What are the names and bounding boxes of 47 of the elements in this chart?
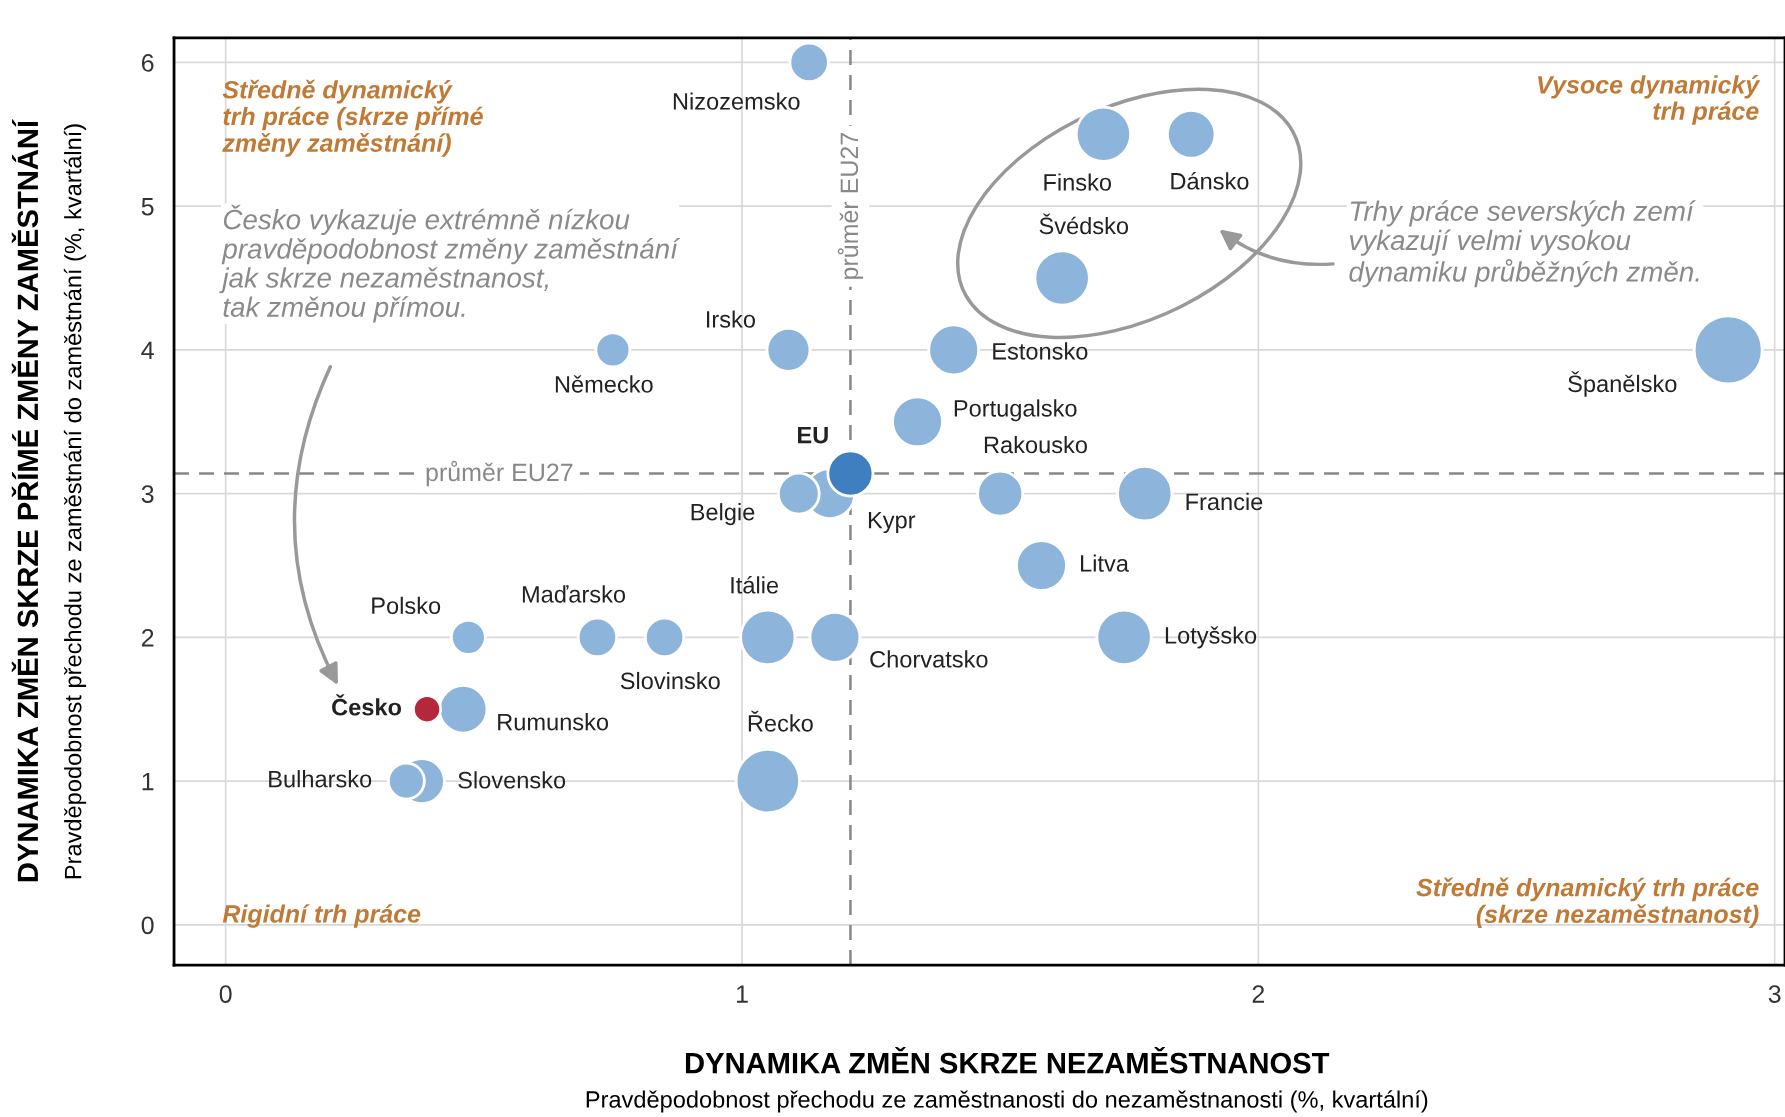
annotation: Trhy práce severských zemí vykazují velmi vysokou dynamiku průběžných změn. xyxy=(1349,200,1699,288)
y-axis-title: DYNAMIKA ZMĚN SKRZE PŘÍMÉ ZMĚNY ZAMĚSTNÁNÍ Pravděpodobnost přechodu ze zaměstnání do zaměstnání (%, kvartální) xyxy=(11,119,87,882)
y-tick-label: 3 xyxy=(141,485,154,503)
series-label: Maďarsko xyxy=(522,585,626,603)
series-label: Chorvatsko xyxy=(870,650,988,668)
series-label: Dánsko xyxy=(1171,171,1249,190)
y-tick-label: 6 xyxy=(141,54,154,72)
series-label: Bulharsko xyxy=(269,770,372,788)
series-label: Estonsko xyxy=(993,342,1088,360)
ref-line-label: průměr EU27 xyxy=(426,460,573,487)
series-label: Kypr xyxy=(868,511,916,534)
series-label: Slovensko xyxy=(458,771,566,789)
series-label: Slovinsko xyxy=(620,671,720,690)
series-label: Švédsko xyxy=(1039,213,1129,235)
y-tick-label: 2 xyxy=(141,628,154,647)
annotation: Rigidní trh práce xyxy=(222,904,421,928)
series-label: Nizozemsko xyxy=(673,92,800,110)
series-label: Česko xyxy=(332,694,402,716)
series-label: Itálie xyxy=(731,575,779,594)
annotation: Vysoce dynamický trh práce xyxy=(1538,75,1761,125)
y-tick-label: 1 xyxy=(142,772,154,791)
ref-line-label: průměr EU27 xyxy=(837,133,864,279)
y-tick-label: 5 xyxy=(141,198,154,216)
series-label: Lotyšsko xyxy=(1165,626,1257,649)
x-axis-title: DYNAMIKA ZMĚN SKRZE NEZAMĚSTNANOST Pravděpodobnost přechodu ze zaměstnanosti do nezaměstnanosti (%, kvartální) xyxy=(586,1047,1428,1113)
series-label: Polsko xyxy=(372,596,441,615)
series-label: Finsko xyxy=(1044,173,1112,191)
y-tick-label: 0 xyxy=(141,916,154,935)
series-label: Německo xyxy=(555,375,653,393)
series-label: Řecko xyxy=(748,710,813,732)
series-label: Rakousko xyxy=(984,435,1087,454)
y-tick-label: 4 xyxy=(141,341,154,359)
series-label: Belgie xyxy=(691,503,755,526)
x-tick-label: 3 xyxy=(1768,985,1781,1003)
annotation: Středně dynamický trh práce (skrze nezaměstnanost) xyxy=(1416,877,1759,928)
series-label: Litva xyxy=(1081,554,1129,572)
series-label: EU xyxy=(798,426,828,444)
series-label: Rumunsko xyxy=(498,713,609,731)
annotation: Středně dynamický trh práce (skrze přímé změny zaměstnání) xyxy=(222,79,483,157)
annotation: Česko vykazuje extrémně nízkou pravděpodobnost změny zaměstnání jak skrze nezaměstnanost, tak změnou přímou. xyxy=(219,204,681,323)
series-label: Portugalsko xyxy=(954,399,1077,422)
x-tick-label: 1 xyxy=(736,985,748,1003)
series-label: Francie xyxy=(1186,492,1263,511)
x-tick-label: 0 xyxy=(219,985,232,1003)
series-label: Irsko xyxy=(706,310,755,328)
x-tick-label: 2 xyxy=(1252,985,1265,1003)
series-label: Španělsko xyxy=(1568,371,1677,397)
